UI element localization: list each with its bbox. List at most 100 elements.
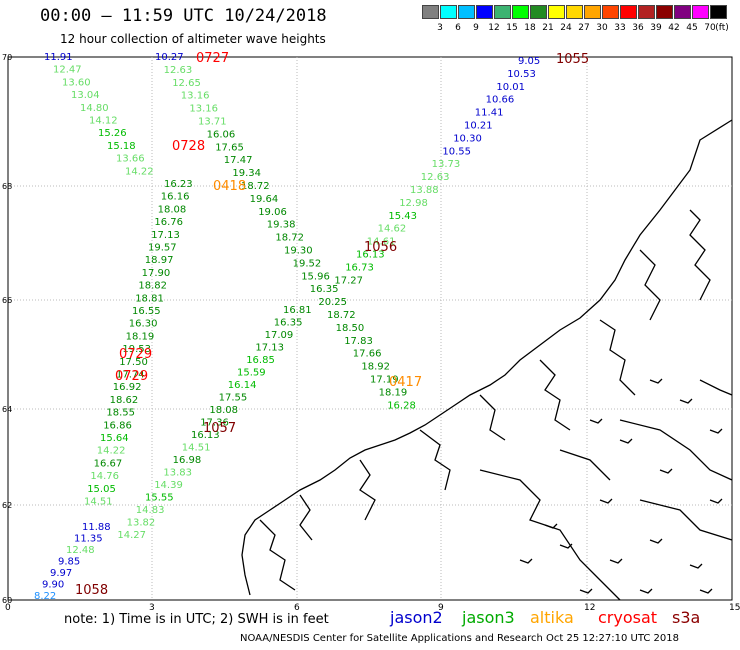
wave-height-reading: 10.66 [486,95,515,106]
colorbar-label: 3 [437,23,443,33]
wave-height-reading: 13.82 [127,518,156,529]
wave-height-reading: 11.91 [44,52,73,63]
wave-height-reading: 17.50 [119,357,148,368]
satellite-legend-s3a: s3a [672,608,701,627]
wave-height-reading: 19.53 [122,344,151,355]
colorbar-swatch [710,5,727,19]
x-tick-label: 0 [5,603,11,613]
wave-height-reading: 19.64 [250,194,279,205]
wave-height-reading: 13.83 [163,468,192,479]
wave-height-reading: 18.97 [145,255,174,266]
wave-height-reading: 17.74 [116,370,145,381]
wave-height-reading: 20.25 [318,297,347,308]
wave-height-reading: 16.73 [345,262,374,273]
colorbar-swatch [494,5,511,19]
wave-height-reading: 16.13 [356,250,385,261]
wave-height-reading: 16.35 [310,284,339,295]
track-time-label: 1056 [364,240,397,255]
wave-height-reading: 16.16 [161,192,190,203]
wave-height-reading: 13.66 [116,154,145,165]
wave-height-reading: 17.65 [215,142,244,153]
colorbar-label: 30 [596,23,608,33]
wave-height-reading: 11.41 [475,108,504,119]
colorbar-label: 12 [488,23,500,33]
colorbar-label: 70 [704,23,716,33]
wave-height-reading: 14.12 [89,116,118,127]
wave-height-reading: 14.27 [117,530,146,541]
colorbar-label: 45 [686,23,698,33]
y-tick-label: 68 [2,182,12,191]
wave-height-reading: 16.13 [191,430,220,441]
wave-height-reading: 16.28 [387,400,416,411]
wave-height-reading: 12.48 [66,545,95,556]
wave-height-reading: 14.39 [154,480,183,491]
track-time-label: 1058 [75,583,108,598]
wave-height-reading: 16.76 [154,217,183,228]
wave-height-reading: 18.50 [336,323,365,334]
coastline [241,119,733,601]
satellite-legend-cryosat: cryosat [598,608,658,627]
colorbar-swatch [530,5,547,19]
wave-height-reading: 17.55 [219,393,248,404]
x-tick-label: 15 [729,603,740,613]
wave-height-reading: 16.35 [274,318,303,329]
colorbar-label: 42 [668,23,680,33]
wave-height-reading: 16.86 [103,420,132,431]
wave-height-reading: 18.82 [138,281,167,292]
wave-height-reading: 13.04 [71,90,100,101]
wave-height-reading: 17.09 [265,330,294,341]
wave-height-reading: 18.55 [106,408,135,419]
wave-height-reading: 15.05 [87,484,116,495]
wave-height-reading: 18.81 [135,293,164,304]
wave-height-reading: 12.63 [421,172,450,183]
y-tick-label: 66 [2,296,12,305]
wave-height-reading: 19.38 [267,220,296,231]
wave-height-reading: 8.22 [34,591,56,602]
colorbar-swatch [656,5,673,19]
wave-height-reading: 14.22 [97,446,126,457]
wave-height-reading: 15.64 [100,433,129,444]
y-tick-label: 60 [2,596,12,605]
wave-height-reading: 12.98 [399,198,428,209]
wave-height-reading: 19.34 [232,168,261,179]
wave-height-reading: 10.30 [453,133,482,144]
colorbar-swatch [458,5,475,19]
wave-height-reading: 13.71 [198,117,227,128]
track-time-label: 1057 [203,421,236,436]
colorbar-swatch [692,5,709,19]
track-time-label: 1055 [556,52,589,67]
wave-height-reading: 19.52 [293,258,322,269]
y-tick-label: 64 [2,405,12,414]
wave-height-reading: 16.98 [173,455,202,466]
wave-height-reading: 19.30 [284,246,313,257]
wave-height-reading: 14.83 [136,505,165,516]
x-tick-label: 12 [584,603,595,613]
track-time-label: 0729 [115,369,148,384]
page-title: 00:00 – 11:59 UTC 10/24/2018 [40,6,327,26]
track-time-label: 0417 [389,375,422,390]
colorbar-label: 9 [473,23,479,33]
wave-height-reading: 17.19 [370,375,399,386]
wave-height-reading: 16.23 [164,179,193,190]
colorbar-swatch [512,5,529,19]
x-tick-label: 6 [294,603,300,613]
colorbar-swatch [440,5,457,19]
wave-height-reading: 11.35 [74,534,103,545]
wave-height-reading: 16.06 [207,129,236,140]
colorbar-swatch [422,5,439,19]
wave-height-reading: 15.26 [98,128,127,139]
colorbar-label: 33 [614,23,626,33]
y-tick-label: 62 [2,501,12,510]
wave-height-reading: 15.96 [301,271,330,282]
colorbar-label: 39 [650,23,662,33]
footer-note: note: 1) Time is in UTC; 2) SWH is in fe… [64,612,329,627]
x-tick-label: 3 [149,603,155,613]
wave-height-reading: 16.14 [228,380,257,391]
wave-height-reading: 15.43 [388,211,417,222]
wave-height-reading: 13.60 [62,77,91,88]
colorbar-swatch [476,5,493,19]
wave-height-reading: 18.19 [126,331,155,342]
wave-height-reading: 9.05 [518,56,540,67]
